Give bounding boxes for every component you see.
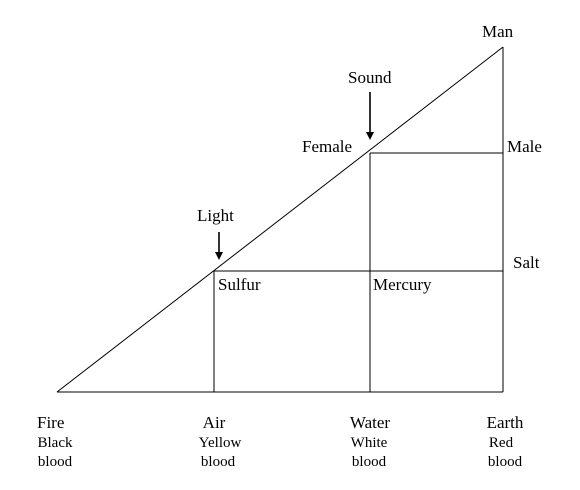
earth-color-label: Red: [488, 435, 514, 451]
male-label: Male: [507, 137, 542, 156]
water-color-label: White: [350, 435, 388, 451]
water-blood-label: blood: [351, 454, 387, 470]
mercury-label: Mercury: [373, 275, 432, 294]
salt-label: Salt: [513, 253, 540, 272]
fire-label: Fire: [37, 413, 65, 432]
man-label: Man: [482, 22, 514, 41]
air-color-label: Yellow: [198, 435, 242, 451]
female-label: Female: [302, 137, 353, 156]
earth-label: Earth: [486, 413, 524, 432]
fire-color-label: Black: [37, 435, 73, 451]
air-label: Air: [202, 413, 226, 432]
air-blood-label: blood: [200, 454, 236, 470]
sound-label: Sound: [348, 68, 392, 87]
light-label: Light: [197, 206, 234, 225]
water-label: Water: [349, 413, 391, 432]
fire-blood-label: blood: [37, 454, 73, 470]
earth-blood-label: blood: [487, 454, 523, 470]
hypotenuse-line: [56, 46, 504, 393]
sulfur-label: Sulfur: [218, 275, 261, 294]
